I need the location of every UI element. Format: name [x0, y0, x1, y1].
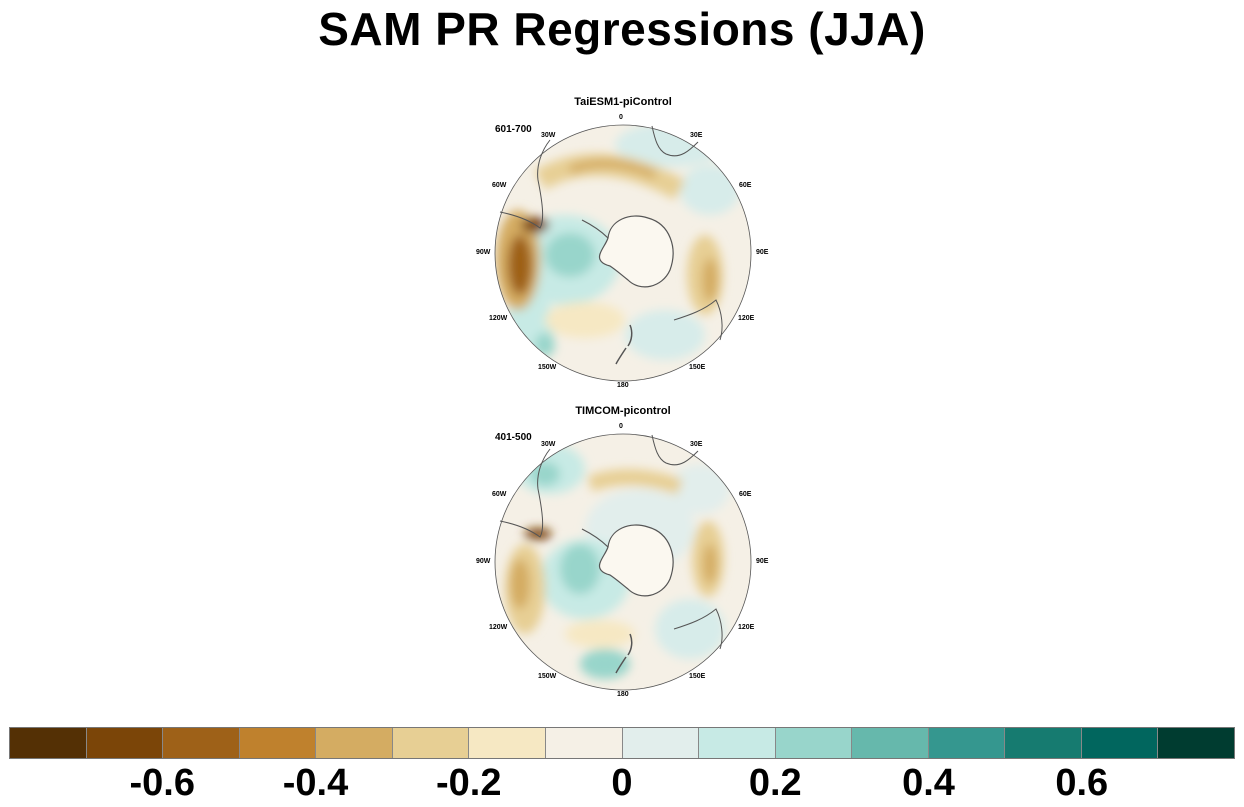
panel-2-lon-label: 60E	[739, 491, 752, 498]
colorbar-swatch	[239, 728, 317, 758]
colorbar-swatch	[392, 728, 470, 758]
panel-1-lon-label: 150W	[538, 364, 557, 371]
panel-2-title: TIMCOM-picontrol	[575, 405, 671, 417]
colorbar-swatch	[10, 728, 87, 758]
panel-1-years: 601-700	[495, 124, 532, 135]
panel-1-lon-label: 60W	[492, 182, 507, 189]
panel-1-lon-label: 60E	[739, 182, 752, 189]
colorbar-tick-label: -0.2	[436, 762, 502, 804]
colorbar	[9, 727, 1235, 759]
colorbar-swatch	[545, 728, 623, 758]
colorbar-swatch	[622, 728, 700, 758]
panel-2-lon-label: 60W	[492, 491, 507, 498]
panel-2-lon-label: 30W	[541, 441, 556, 448]
panel-1-lon-label: 30E	[690, 132, 703, 139]
panel-2-lon-label: 90E	[756, 558, 769, 565]
colorbar-tick-label: 0.2	[748, 762, 802, 804]
panel-2-lon-label: 180	[617, 691, 629, 698]
panel-2-lon-label: 150E	[689, 673, 706, 680]
panel-2-lon-label: 30E	[690, 441, 703, 448]
panel-2-lon-label: 150W	[538, 673, 557, 680]
figure-title: SAM PR Regressions (JJA)	[318, 3, 926, 55]
colorbar-tick-label: 0	[611, 762, 633, 804]
colorbar-swatch	[86, 728, 164, 758]
panel-1-lon-label: 90E	[756, 249, 769, 256]
colorbar-tick-label: -0.4	[282, 762, 349, 804]
panel-2-polar-map	[494, 433, 752, 691]
colorbar-tick-label: 0.6	[1055, 762, 1109, 804]
colorbar-swatch	[1158, 728, 1234, 758]
panel-2-lon-label: 90W	[476, 558, 491, 565]
panel-1-title: TaiESM1-piControl	[574, 96, 672, 108]
panel-1-lon-label: 0	[619, 114, 623, 121]
colorbar-swatch	[1081, 728, 1159, 758]
panel-1-lon-label: 120E	[738, 315, 755, 322]
colorbar-swatch	[699, 728, 776, 758]
colorbar-swatch	[469, 728, 546, 758]
panel-2-years: 401-500	[495, 432, 532, 443]
colorbar-swatch	[163, 728, 240, 758]
panel-2-lon-label: 120E	[738, 624, 755, 631]
panel-2-lon-label: 0	[619, 423, 623, 430]
colorbar-tick-label: 0.4	[902, 762, 955, 804]
panel-1-lon-label: 180	[617, 382, 629, 389]
colorbar-tick-label: -0.6	[129, 762, 195, 804]
colorbar-swatch	[316, 728, 393, 758]
colorbar-swatch	[852, 728, 929, 758]
panel-1-polar-map	[494, 124, 752, 382]
panel-2-lon-label: 120W	[489, 624, 508, 631]
panel-1-lon-label: 150E	[689, 364, 706, 371]
panel-1-lon-label: 30W	[541, 132, 556, 139]
colorbar-swatch	[1005, 728, 1082, 758]
colorbar-swatch	[928, 728, 1006, 758]
panel-1-lon-label: 120W	[489, 315, 508, 322]
panel-1-lon-label: 90W	[476, 249, 491, 256]
colorbar-swatch	[775, 728, 853, 758]
